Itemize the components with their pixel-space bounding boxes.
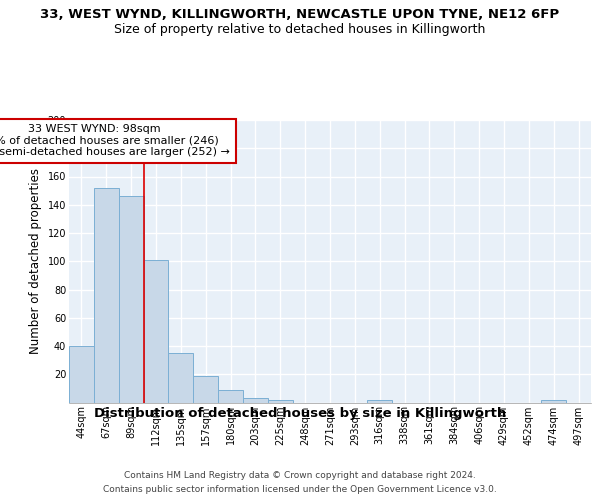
Bar	[69, 346, 94, 403]
Bar	[367, 400, 392, 402]
Text: 33 WEST WYND: 98sqm
← 49% of detached houses are smaller (246)
50% of semi-detac: 33 WEST WYND: 98sqm ← 49% of detached ho…	[0, 124, 230, 158]
Bar	[169, 353, 193, 403]
Bar	[268, 400, 293, 402]
Y-axis label: Number of detached properties: Number of detached properties	[29, 168, 42, 354]
Bar	[541, 400, 566, 402]
Bar	[218, 390, 243, 402]
Bar	[193, 376, 218, 402]
Text: Distribution of detached houses by size in Killingworth: Distribution of detached houses by size …	[94, 408, 506, 420]
Bar	[243, 398, 268, 402]
Bar	[143, 260, 169, 402]
Bar	[119, 196, 143, 402]
Text: Contains HM Land Registry data © Crown copyright and database right 2024.: Contains HM Land Registry data © Crown c…	[124, 471, 476, 480]
Text: Size of property relative to detached houses in Killingworth: Size of property relative to detached ho…	[115, 22, 485, 36]
Text: 33, WEST WYND, KILLINGWORTH, NEWCASTLE UPON TYNE, NE12 6FP: 33, WEST WYND, KILLINGWORTH, NEWCASTLE U…	[40, 8, 560, 20]
Text: Contains public sector information licensed under the Open Government Licence v3: Contains public sector information licen…	[103, 485, 497, 494]
Bar	[94, 188, 119, 402]
